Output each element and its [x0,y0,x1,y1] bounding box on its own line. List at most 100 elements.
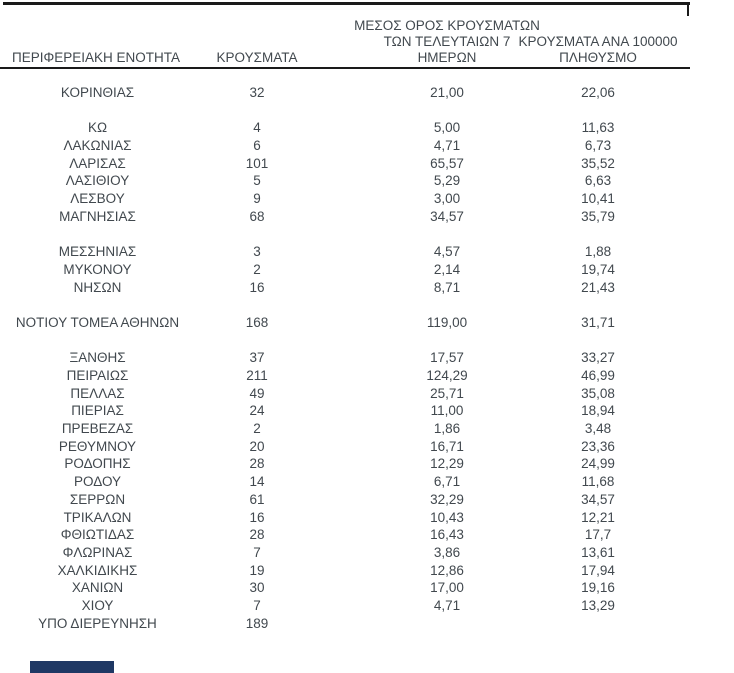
avg7-cell: 21,00 [430,85,464,100]
per100k-cell: 23,36 [581,438,615,454]
region-cell: ΞΑΝΘΗΣ [69,350,126,366]
table-row: ΣΕΡΡΩΝ 61 32,29 34,57 [0,491,734,509]
table-row: ΜΑΓΝΗΣΙΑΣ 68 34,57 35,79 [0,208,734,226]
avg7-cell: 6,71 [433,474,461,490]
column-header-cases: ΚΡΟΥΣΜΑΤΑ [216,50,298,65]
per100k-cell: 11,68 [581,474,615,490]
avg7-cell: 16,43 [430,527,464,543]
cases-cell: 9 [253,191,261,207]
bottom-left-logo-fragment [30,661,114,673]
table-top-rule [3,2,690,5]
region-cell: ΛΑΡΙΣΑΣ [69,155,126,171]
table-row: ΜΕΣΣΗΝΙΑΣ 3 4,57 1,88 [0,243,734,261]
table-row: ΛΑΡΙΣΑΣ 101 65,57 35,52 [0,155,734,173]
table-row: ΜΥΚΟΝΟΥ 2 2,14 19,74 [0,261,734,279]
cases-cell: 32 [249,85,265,100]
per100k-cell: 17,7 [584,527,612,543]
per100k-cell: 34,57 [581,491,615,507]
cases-cell: 49 [249,385,265,401]
avg7-cell: 5,00 [433,120,461,136]
avg7-cell: 3,86 [433,544,461,560]
region-cell: ΤΡΙΚΑΛΩΝ [63,509,132,525]
cases-cell: 2 [253,261,261,277]
table-row: ΦΛΩΡΙΝΑΣ 7 3,86 13,61 [0,544,734,562]
cases-cell: 68 [249,208,265,224]
avg7-cell: 4,57 [433,244,461,260]
per100k-cell: 21,43 [581,279,615,295]
table-row: ΤΡΙΚΑΛΩΝ 16 10,43 12,21 [0,509,734,527]
per100k-cell: 46,99 [581,368,615,383]
cases-cell: 16 [249,279,265,295]
region-cell: ΥΠΟ ΔΙΕΡΕΥΝΗΣΗ [38,615,157,631]
avg7-cell: 5,29 [433,173,461,189]
avg7-cell: 4,71 [433,597,461,613]
cases-cell: 24 [249,403,265,419]
table-row: ΥΠΟ ΔΙΕΡΕΥΝΗΣΗ 189 [0,615,734,633]
per100k-cell: 13,29 [581,597,615,613]
per100k-cell: 6,63 [584,173,612,189]
region-cell: ΝΟΤΙΟΥ ΤΟΜΕΑ ΑΘΗΝΩΝ [15,314,180,330]
table-row: ΚΟΡΙΝΘΙΑΣ 32 21,00 22,06 [0,84,734,102]
table-row: ΠΙΕΡΙΑΣ 24 11,00 18,94 [0,402,734,420]
region-cell: ΧΙΟΥ [81,597,114,613]
per100k-cell: 18,94 [581,403,615,419]
cases-cell: 168 [245,314,269,330]
avg7-cell: 4,71 [433,138,461,154]
column-header-per100k-line2: ΠΛΗΘΥΣΜΟ [559,50,637,65]
avg7-cell: 12,29 [430,456,464,472]
region-cell: ΝΗΣΩΝ [73,279,122,295]
cases-cell: 61 [249,491,265,507]
region-cell: ΡΟΔΟΥ [73,474,122,490]
region-cell: ΧΑΛΚΙΔΙΚΗΣ [57,562,138,578]
avg7-cell: 119,00 [426,314,468,330]
table-row: ΚΩ 4 5,00 11,63 [0,119,734,137]
table-body: ΚΟΡΙΝΘΙΑΣ 32 21,00 22,06 ΚΩ 4 5,00 11,63 ΛΑΚΩΝΙΑ… [0,84,734,632]
avg7-cell: 16,71 [430,438,464,454]
table-row: ΛΕΣΒΟΥ 9 3,00 10,41 [0,190,734,208]
avg7-cell: 34,57 [430,208,464,224]
region-cell: ΡΕΘΥΜΝΟΥ [58,438,137,454]
table-top-rule-right-tick [687,2,689,16]
cases-cell: 7 [253,544,261,560]
per100k-cell: 35,52 [581,155,615,171]
cases-cell: 6 [253,138,261,154]
avg7-cell: 1,86 [433,421,461,437]
region-cell: ΠΡΕΒΕΖΑΣ [61,421,134,437]
region-cell: ΚΩ [87,120,108,136]
table-row: ΞΑΝΘΗΣ 37 17,57 33,27 [0,349,734,367]
table-row: ΛΑΚΩΝΙΑΣ 6 4,71 6,73 [0,137,734,155]
avg7-cell: 10,43 [430,509,464,525]
cases-cell: 20 [249,438,265,454]
avg7-cell: 124,29 [426,368,468,383]
avg7-cell: 2,14 [433,261,461,277]
region-cell: ΜΑΓΝΗΣΙΑΣ [59,208,136,224]
per100k-cell: 1,88 [584,244,612,260]
per100k-cell: 17,94 [581,562,615,578]
column-header-per100k-line1: ΚΡΟΥΣΜΑΤΑ ΑΝΑ 100000 [518,34,678,49]
table-row: ΝΟΤΙΟΥ ΤΟΜΕΑ ΑΘΗΝΩΝ 168 119,00 31,71 [0,314,734,332]
cases-cell: 7 [253,597,261,613]
cases-cell: 37 [249,350,265,366]
avg7-cell: 32,29 [430,491,464,507]
cases-cell: 3 [253,244,261,260]
region-cell: ΣΕΡΡΩΝ [69,491,126,507]
cases-cell: 2 [253,421,261,437]
avg7-cell: 25,71 [430,385,464,401]
table-row: ΠΕΙΡΑΙΩΣ 211 124,29 46,99 [0,367,734,385]
region-cell: ΜΕΣΣΗΝΙΑΣ [58,244,137,260]
column-header-region: ΠΕΡΙΦΕΡΕΙΑΚΗ ΕΝΟΤΗΤΑ [12,50,181,65]
region-cell: ΚΟΡΙΝΘΙΑΣ [60,85,135,100]
table-row: ΛΑΣΙΘΙΟΥ 5 5,29 6,63 [0,172,734,190]
table-row: ΧΑΝΙΩΝ 30 17,00 19,16 [0,579,734,597]
per100k-cell: 19,16 [581,580,615,596]
per100k-cell: 13,61 [581,544,615,560]
cases-cell: 4 [253,120,261,136]
table-row: ΡΟΔΟΥ 14 6,71 11,68 [0,473,734,491]
cases-cell: 28 [249,456,265,472]
region-cell: ΛΕΣΒΟΥ [70,191,125,207]
cases-cell: 14 [249,474,265,490]
per100k-cell: 35,79 [581,208,615,224]
per100k-cell: 12,21 [581,509,615,525]
avg7-cell: 11,00 [430,403,464,419]
